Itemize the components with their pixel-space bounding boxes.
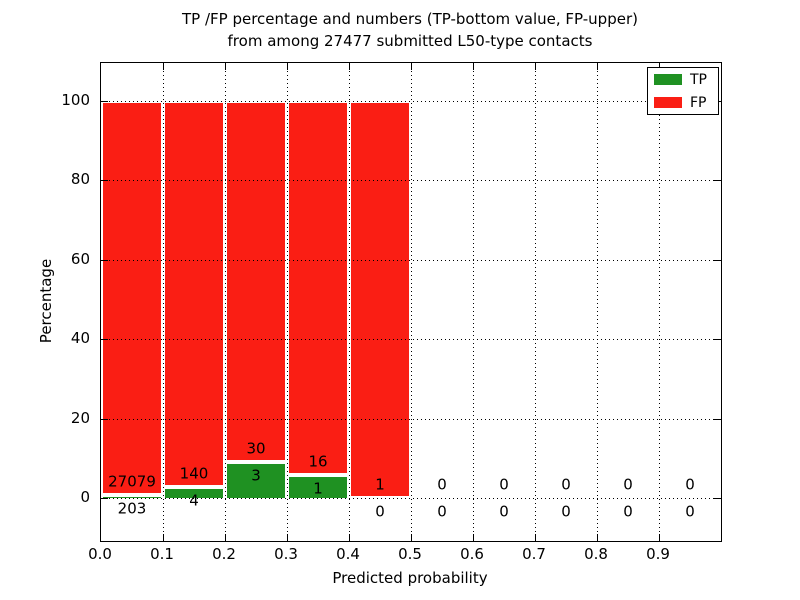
x-gridline xyxy=(473,63,474,541)
x-tick-label: 0.9 xyxy=(646,545,670,563)
x-tick-top xyxy=(659,63,660,70)
x-tick-bottom xyxy=(535,534,536,541)
chart-title-line2: from among 27477 submitted L50-type cont… xyxy=(227,32,593,50)
x-tick-bottom xyxy=(349,534,350,541)
tp-count-label: 0 xyxy=(437,502,447,521)
x-tick-label: 0.7 xyxy=(522,545,546,563)
y-tick-left xyxy=(101,101,108,102)
fp-count-label: 140 xyxy=(179,464,209,483)
fp-count-label: 27079 xyxy=(108,472,156,491)
y-tick-left xyxy=(101,418,108,420)
x-tick-bottom xyxy=(225,534,226,541)
tp-count-label: 4 xyxy=(189,491,199,510)
x-gridline xyxy=(163,63,164,541)
tp-count-label: 0 xyxy=(685,502,695,521)
x-gridline xyxy=(597,63,598,541)
x-tick-label: 0.5 xyxy=(398,545,422,563)
y-tick-right xyxy=(714,180,721,182)
plot-area: TP FP 27079 203 140 4 30 3 16 1 1 0 0 0 0 0 0 0 0 0 0 0 xyxy=(100,62,722,542)
x-tick-label: 0.2 xyxy=(212,545,236,563)
y-tick-label: 0 xyxy=(80,488,90,506)
legend-item-tp: TP xyxy=(648,68,718,91)
x-gridline xyxy=(411,63,412,541)
tp-count-label: 0 xyxy=(623,502,633,521)
x-axis-label: Predicted probability xyxy=(332,569,488,587)
x-gridline xyxy=(659,63,660,541)
y-tick-label: 100 xyxy=(61,91,90,109)
tp-count-label: 1 xyxy=(313,479,323,498)
tp-legend-label: TP xyxy=(690,71,707,88)
y-tick-label: 40 xyxy=(70,329,90,348)
y-tick-left xyxy=(101,180,108,182)
y-tick-right xyxy=(714,498,721,499)
x-tick-top xyxy=(163,63,164,70)
x-gridline xyxy=(287,63,288,541)
x-tick-label: 0.6 xyxy=(460,545,484,563)
fp-bar xyxy=(349,101,411,498)
x-tick-bottom xyxy=(659,534,660,541)
tp-count-label: 0 xyxy=(499,502,509,521)
x-tick-label: 0.3 xyxy=(274,545,298,563)
fp-count-label: 0 xyxy=(437,475,447,494)
x-tick-top xyxy=(349,63,350,70)
chart-title-line1: TP /FP percentage and numbers (TP-bottom… xyxy=(182,10,638,28)
y-tick-left xyxy=(101,259,108,261)
x-tick-bottom xyxy=(473,534,474,541)
y-tick-right xyxy=(714,259,721,261)
fp-count-label: 16 xyxy=(308,452,328,471)
tp-count-label: 203 xyxy=(117,499,147,518)
legend-item-fp: FP xyxy=(648,91,718,114)
x-gridline xyxy=(535,63,536,541)
x-tick-label: 0.4 xyxy=(336,545,360,563)
legend: TP FP xyxy=(647,67,719,115)
fp-legend-label: FP xyxy=(690,94,707,111)
fp-count-label: 30 xyxy=(246,439,266,458)
x-tick-bottom xyxy=(597,534,598,541)
chart-title: TP /FP percentage and numbers (TP-bottom… xyxy=(90,8,730,52)
x-tick-top xyxy=(287,63,288,70)
fp-legend-swatch xyxy=(654,97,682,108)
y-tick-label: 60 xyxy=(70,249,90,268)
x-tick-label: 0.8 xyxy=(584,545,608,563)
x-tick-label: 0.0 xyxy=(88,545,112,563)
x-tick-top xyxy=(473,63,474,70)
tp-count-label: 3 xyxy=(251,466,261,485)
y-tick-label: 80 xyxy=(70,170,90,189)
y-tick-label: 20 xyxy=(70,408,90,427)
x-gridline xyxy=(225,63,226,541)
y-tick-right xyxy=(714,418,721,420)
fp-count-label: 0 xyxy=(685,475,695,494)
tp-count-label: 0 xyxy=(561,502,571,521)
x-tick-top xyxy=(535,63,536,70)
fp-bar xyxy=(225,101,287,462)
x-tick-top xyxy=(225,63,226,70)
x-tick-bottom xyxy=(287,534,288,541)
y-tick-left xyxy=(101,498,108,499)
x-tick-top xyxy=(411,63,412,70)
tp-bar xyxy=(101,495,163,498)
fp-count-label: 0 xyxy=(561,475,571,494)
x-tick-bottom xyxy=(411,534,412,541)
fp-count-label: 1 xyxy=(375,475,385,494)
x-tick-bottom xyxy=(163,534,164,541)
y-tick-left xyxy=(101,339,108,341)
fp-count-label: 0 xyxy=(623,475,633,494)
y-tick-right xyxy=(714,339,721,341)
fp-bar xyxy=(101,101,163,496)
fp-bar xyxy=(163,101,225,487)
x-tick-label: 0.1 xyxy=(150,545,174,563)
x-tick-top xyxy=(597,63,598,70)
tp-bar xyxy=(287,474,349,498)
tp-count-label: 0 xyxy=(375,502,385,521)
tp-legend-swatch xyxy=(654,74,682,85)
tp-bar xyxy=(163,486,225,498)
x-gridline xyxy=(349,63,350,541)
fp-count-label: 0 xyxy=(499,475,509,494)
tp-bar xyxy=(225,461,287,498)
